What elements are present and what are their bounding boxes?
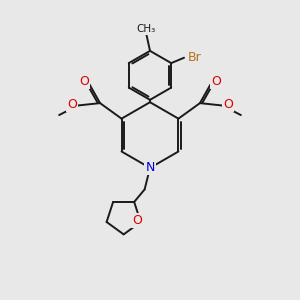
Text: O: O bbox=[223, 98, 233, 111]
Text: O: O bbox=[67, 98, 77, 111]
Text: CH₃: CH₃ bbox=[137, 24, 156, 34]
Text: O: O bbox=[79, 74, 89, 88]
Text: O: O bbox=[211, 74, 221, 88]
Text: O: O bbox=[132, 214, 142, 227]
Text: Br: Br bbox=[187, 51, 201, 64]
Text: N: N bbox=[145, 161, 155, 174]
